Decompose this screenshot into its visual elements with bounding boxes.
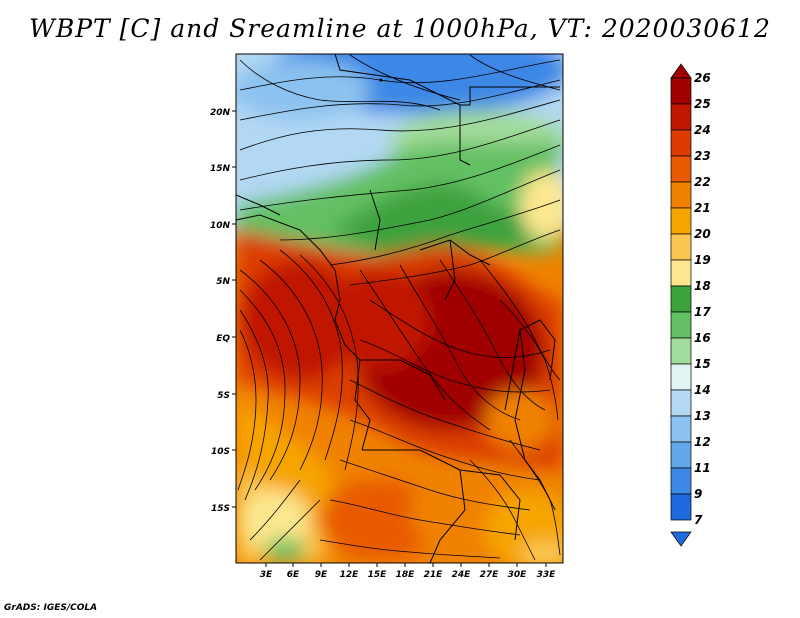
map-frame [235, 53, 564, 564]
lon-label: 24E [452, 570, 472, 580]
colorbar-label: 9 [694, 487, 702, 501]
colorbar-cell [670, 441, 692, 469]
colorbar-cell [670, 337, 692, 365]
temperature-field [236, 54, 563, 563]
colorbar-label: 19 [694, 253, 711, 267]
colorbar-cell [670, 467, 692, 495]
lon-label: 6E [287, 570, 300, 580]
axis-ticks [232, 110, 547, 567]
colorbar-label: 14 [694, 383, 711, 397]
streamlines [237, 54, 561, 561]
lat-label: 20N [210, 108, 231, 118]
colorbar-cell [670, 233, 692, 261]
lat-label: 15N [210, 164, 231, 174]
colorbar-label: 18 [694, 279, 711, 293]
colorbar-label: 24 [694, 123, 711, 137]
colorbar-label: 25 [694, 97, 711, 111]
lon-label: 30E [508, 570, 528, 580]
colorbar-label: 12 [694, 435, 711, 449]
colorbar-cell [670, 363, 692, 391]
lat-label: 10S [211, 447, 230, 457]
colorbar: 26 25 24 23 22 21 20 19 18 17 16 15 14 13 12 11 9 7 [670, 63, 711, 547]
credit-text: GrADS: IGES/COLA [4, 603, 98, 613]
colorbar-cell [670, 155, 692, 183]
colorbar-label: 26 [694, 71, 711, 85]
lon-label: 9E [315, 570, 328, 580]
colorbar-label: 17 [694, 305, 711, 319]
colorbar-cell [670, 311, 692, 339]
lat-label: 15S [211, 504, 230, 514]
lon-label: 3E [260, 570, 273, 580]
lat-label: 5S [217, 391, 230, 401]
lat-label: 10N [210, 221, 231, 231]
colorbar-label: 23 [694, 149, 711, 163]
colorbar-label: 7 [694, 513, 703, 527]
colorbar-cells [670, 77, 692, 521]
lat-label: EQ [216, 334, 230, 344]
colorbar-top-arrow [670, 63, 692, 79]
map-title: WBPT [C] and Sreamline at 1000hPa, VT: 2… [29, 14, 771, 43]
colorbar-cell [670, 129, 692, 157]
colorbar-cell [670, 181, 692, 209]
country-borders [236, 54, 560, 563]
colorbar-cell [670, 207, 692, 235]
colorbar-cell [670, 493, 692, 521]
colorbar-labels: 26 25 24 23 22 21 20 19 18 17 16 15 14 13 12 11 9 7 [694, 71, 711, 527]
colorbar-cell [670, 415, 692, 443]
lon-label: 33E [537, 570, 557, 580]
lon-label: 15E [368, 570, 388, 580]
colorbar-label: 20 [694, 227, 711, 241]
colorbar-cell [670, 285, 692, 313]
colorbar-label: 22 [694, 175, 711, 189]
colorbar-cell [670, 77, 692, 105]
lon-label: 18E [396, 570, 416, 580]
longitude-axis: 3E 6E 9E 12E 15E 18E 21E 24E 27E 30E 33E [260, 570, 556, 580]
colorbar-label: 21 [694, 201, 711, 215]
colorbar-cell [670, 103, 692, 131]
lon-label: 27E [480, 570, 500, 580]
lon-label: 12E [340, 570, 360, 580]
colorbar-label: 16 [694, 331, 711, 345]
colorbar-bottom-arrow [670, 531, 692, 547]
lon-label: 21E [424, 570, 444, 580]
weather-map: 20N 15N 10N 5N EQ 5S 10S 15S 3E 6E 9E 12… [210, 53, 711, 580]
colorbar-label: 11 [694, 461, 711, 475]
colorbar-cell [670, 389, 692, 417]
lat-label: 5N [216, 277, 230, 287]
colorbar-label: 15 [694, 357, 711, 371]
colorbar-label: 13 [694, 409, 711, 423]
colorbar-cell [670, 259, 692, 287]
latitude-axis: 20N 15N 10N 5N EQ 5S 10S 15S [210, 108, 231, 514]
